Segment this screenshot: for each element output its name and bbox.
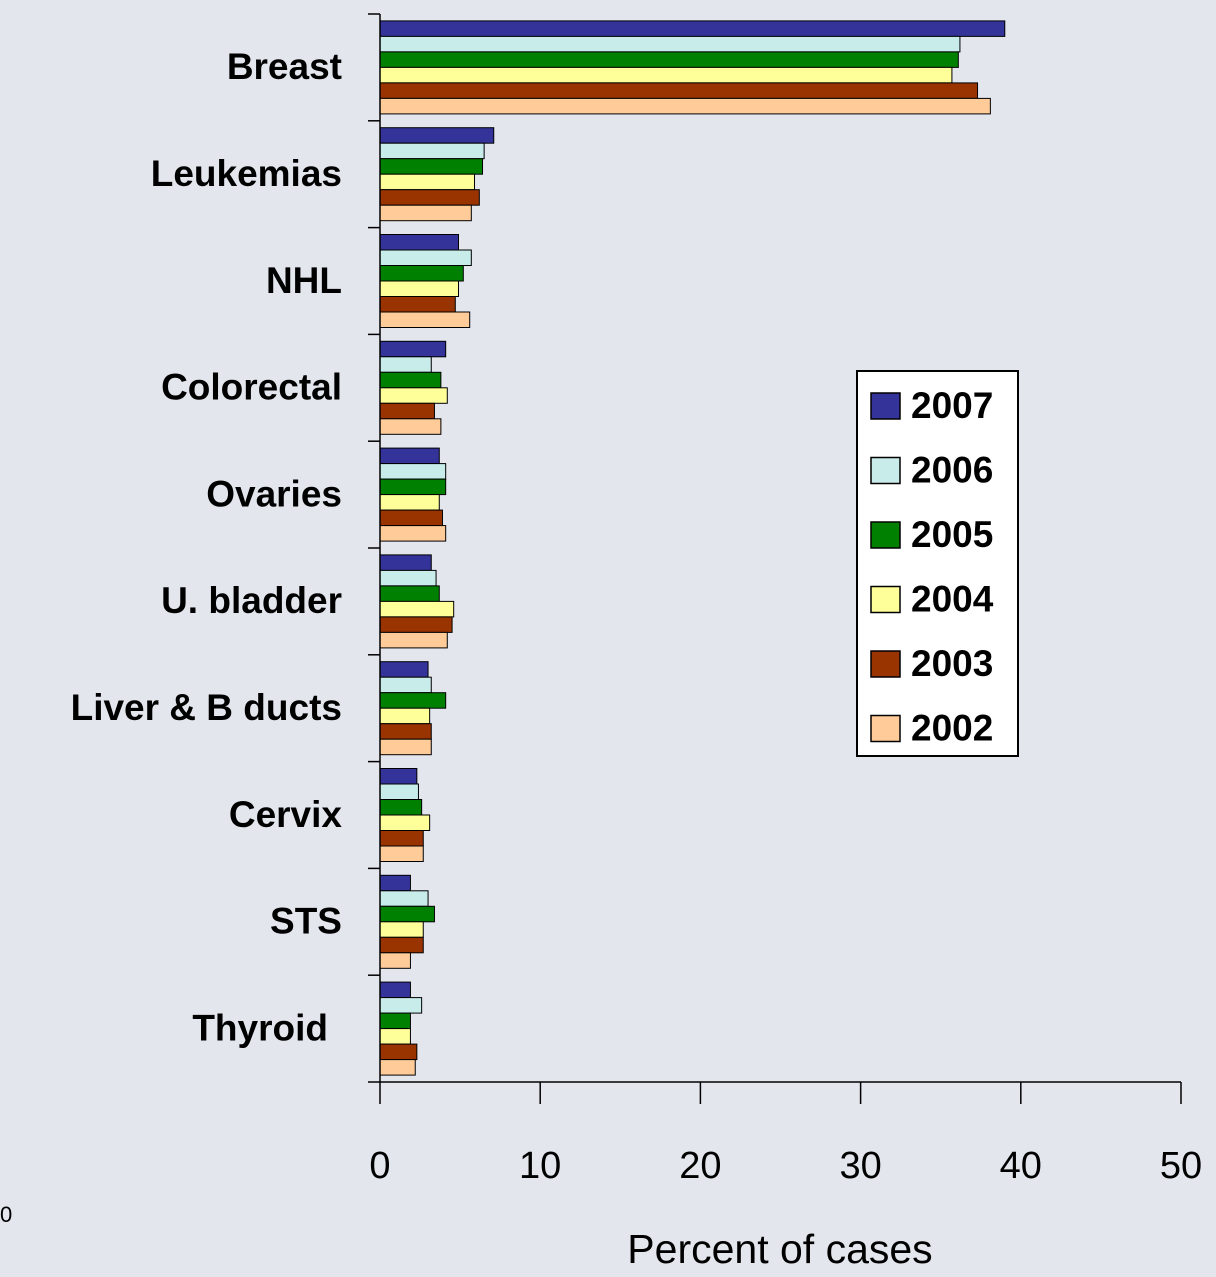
bar <box>379 569 437 587</box>
bar <box>379 82 979 99</box>
legend-label: 2007 <box>911 385 993 426</box>
bar <box>379 97 991 115</box>
category-label: U. bladder <box>161 580 342 621</box>
bar <box>379 249 472 266</box>
bar <box>379 952 411 969</box>
bar <box>379 509 443 527</box>
bar <box>379 478 447 496</box>
category-label: Breast <box>227 46 342 87</box>
category-label: STS <box>270 901 342 942</box>
bar <box>379 127 495 144</box>
bar <box>379 981 411 999</box>
bar <box>379 189 480 206</box>
bar <box>379 51 959 68</box>
bar <box>379 340 447 358</box>
bar <box>379 890 429 907</box>
x-tick-label: 10 <box>519 1145 561 1187</box>
bar <box>379 783 419 800</box>
x-axis-title: Percent of cases <box>627 1226 932 1272</box>
x-tick-label: 40 <box>1000 1145 1042 1187</box>
bar <box>379 418 442 435</box>
bar <box>379 799 423 816</box>
bar <box>379 20 1006 37</box>
bar <box>379 723 432 740</box>
x-tick-label: 50 <box>1160 1145 1202 1187</box>
x-tick-label: 20 <box>679 1145 721 1187</box>
legend-swatch <box>870 585 901 614</box>
bar <box>379 1028 411 1045</box>
bar <box>379 631 448 649</box>
x-tick-label: 30 <box>839 1145 881 1187</box>
bar <box>379 768 418 785</box>
bar <box>379 35 961 53</box>
category-label: Liver & B ducts <box>71 687 342 728</box>
legend-label: 2003 <box>911 643 993 684</box>
legend-label: 2006 <box>911 449 993 490</box>
bar <box>379 1043 418 1061</box>
bar <box>379 738 432 756</box>
bar <box>379 447 440 465</box>
bar <box>379 707 431 725</box>
bar <box>379 494 440 511</box>
legend-label: 2002 <box>911 707 993 748</box>
bar <box>379 905 435 923</box>
bar <box>379 585 440 602</box>
bar <box>379 921 424 938</box>
bar <box>379 66 953 84</box>
bar <box>379 661 429 678</box>
bar <box>379 692 447 709</box>
bar <box>379 600 455 618</box>
bar <box>379 1059 416 1076</box>
bar <box>379 402 435 420</box>
category-label: Thyroid <box>192 1007 328 1048</box>
bar <box>379 296 456 313</box>
legend-swatch <box>870 392 901 420</box>
slide-number: 0 <box>0 1202 12 1227</box>
bar <box>379 936 424 954</box>
category-label: Cervix <box>229 794 343 835</box>
bar <box>379 554 432 571</box>
bar <box>379 173 476 191</box>
bar <box>379 356 432 373</box>
bar <box>379 265 464 282</box>
bar <box>379 845 424 862</box>
x-tick-label: 0 <box>369 1145 390 1187</box>
bar <box>379 142 485 160</box>
bar <box>379 874 411 892</box>
legend-swatch <box>870 650 901 678</box>
bar <box>379 814 431 831</box>
legend-swatch <box>870 456 901 485</box>
bar <box>379 1012 411 1030</box>
legend-swatch <box>870 521 901 549</box>
category-label: Ovaries <box>206 473 342 514</box>
bar <box>379 311 471 328</box>
bar <box>379 616 453 633</box>
bar <box>379 371 442 389</box>
bar <box>379 830 424 847</box>
legend-label: 2005 <box>911 514 993 555</box>
bar <box>379 676 432 694</box>
bar <box>379 158 484 175</box>
legend-swatch <box>870 714 901 743</box>
legend-box <box>856 370 1019 757</box>
bar <box>379 997 423 1014</box>
legend-label: 2004 <box>911 578 994 619</box>
category-label: NHL <box>266 260 342 301</box>
bar <box>379 234 459 251</box>
bar <box>379 387 448 404</box>
category-label: Leukemias <box>151 153 342 194</box>
bar <box>379 280 459 297</box>
bar <box>379 525 447 542</box>
category-label: Colorectal <box>161 367 342 408</box>
bar <box>379 204 472 222</box>
bar <box>379 463 447 480</box>
